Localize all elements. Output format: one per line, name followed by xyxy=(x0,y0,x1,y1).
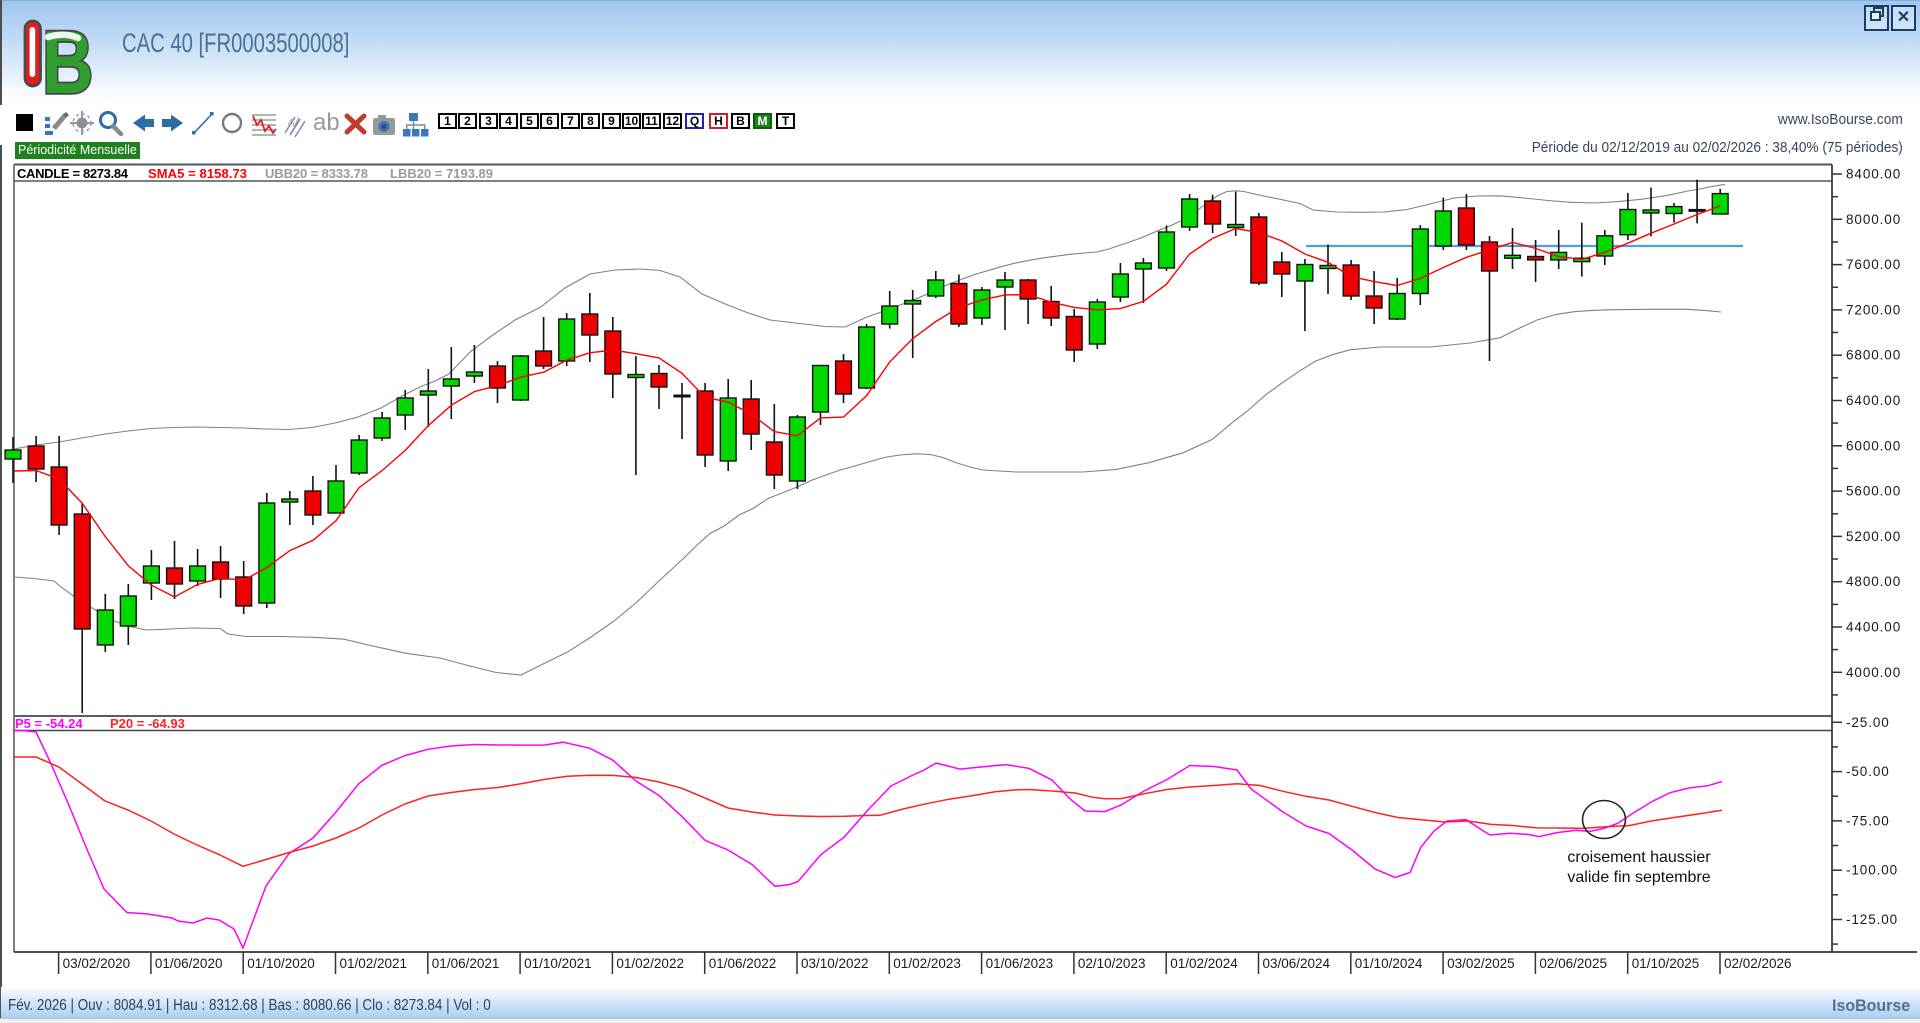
svg-text:02/10/2023: 02/10/2023 xyxy=(1078,956,1146,971)
svg-text:01/06/2020: 01/06/2020 xyxy=(155,956,223,971)
svg-text:01/10/2024: 01/10/2024 xyxy=(1355,956,1423,971)
svg-text:croisement haussier: croisement haussier xyxy=(1567,849,1711,866)
svg-text:01/06/2021: 01/06/2021 xyxy=(432,956,500,971)
svg-text:SMA5 = 8158.73: SMA5 = 8158.73 xyxy=(148,166,247,181)
svg-text:01/02/2022: 01/02/2022 xyxy=(616,956,684,971)
svg-text:01/02/2024: 01/02/2024 xyxy=(1170,956,1238,971)
svg-text:01/06/2022: 01/06/2022 xyxy=(709,956,777,971)
svg-text:02/06/2025: 02/06/2025 xyxy=(1539,956,1607,971)
svg-text:4000.00: 4000.00 xyxy=(1846,665,1901,680)
svg-text:03/06/2024: 03/06/2024 xyxy=(1263,956,1331,971)
svg-text:8400.00: 8400.00 xyxy=(1846,167,1901,182)
svg-text:CANDLE = 8273.84: CANDLE = 8273.84 xyxy=(17,166,129,181)
svg-text:03/02/2025: 03/02/2025 xyxy=(1447,956,1515,971)
svg-text:-75.00: -75.00 xyxy=(1846,813,1890,828)
svg-text:6400.00: 6400.00 xyxy=(1846,393,1901,408)
svg-text:7200.00: 7200.00 xyxy=(1846,302,1901,317)
svg-text:P20 = -64.93: P20 = -64.93 xyxy=(110,716,185,731)
svg-text:ab: ab xyxy=(313,109,340,136)
svg-text:01/02/2021: 01/02/2021 xyxy=(340,956,408,971)
svg-text:-100.00: -100.00 xyxy=(1846,863,1898,878)
svg-text:P5 = -54.24: P5 = -54.24 xyxy=(15,716,83,731)
svg-text:6800.00: 6800.00 xyxy=(1846,348,1901,363)
svg-text:6000.00: 6000.00 xyxy=(1846,438,1901,453)
svg-text:4400.00: 4400.00 xyxy=(1846,620,1901,635)
svg-text:B: B xyxy=(42,17,93,99)
svg-text:5600.00: 5600.00 xyxy=(1846,484,1901,499)
svg-text:03/02/2020: 03/02/2020 xyxy=(63,956,131,971)
svg-text:01/10/2020: 01/10/2020 xyxy=(247,956,315,971)
svg-text:valide fin septembre: valide fin septembre xyxy=(1567,869,1710,886)
svg-text:4800.00: 4800.00 xyxy=(1846,574,1901,589)
svg-text:01/10/2025: 01/10/2025 xyxy=(1632,956,1700,971)
svg-text:03/10/2022: 03/10/2022 xyxy=(801,956,869,971)
svg-text:01/02/2023: 01/02/2023 xyxy=(893,956,961,971)
svg-text:LBB20 = 7193.89: LBB20 = 7193.89 xyxy=(390,166,493,181)
svg-text:02/02/2026: 02/02/2026 xyxy=(1724,956,1792,971)
svg-text:5200.00: 5200.00 xyxy=(1846,529,1901,544)
svg-text:-25.00: -25.00 xyxy=(1846,715,1890,730)
svg-text:UBB20 = 8333.78: UBB20 = 8333.78 xyxy=(265,166,368,181)
svg-text:7600.00: 7600.00 xyxy=(1846,257,1901,272)
svg-text:01/10/2021: 01/10/2021 xyxy=(524,956,592,971)
svg-text:8000.00: 8000.00 xyxy=(1846,212,1901,227)
svg-text:-125.00: -125.00 xyxy=(1846,912,1898,927)
svg-text:-50.00: -50.00 xyxy=(1846,764,1890,779)
svg-text:01/06/2023: 01/06/2023 xyxy=(986,956,1054,971)
